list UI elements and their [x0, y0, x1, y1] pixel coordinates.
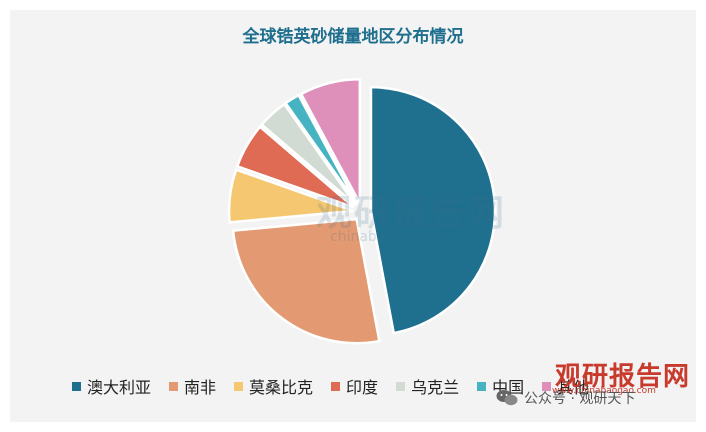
chart-title: 全球锆英砂储量地区分布情况 [242, 27, 464, 47]
legend-item: 莫桑比克 [234, 374, 313, 398]
legend-swatch [169, 381, 179, 391]
legend-label: 乌克兰 [411, 378, 460, 397]
legend-item: 印度 [331, 374, 378, 398]
legend-swatch [477, 381, 487, 391]
pie-slice-1 [369, 85, 497, 335]
pie-slice-5 [260, 102, 357, 207]
legend-swatch [542, 381, 552, 391]
legend-label: 澳大利亚 [87, 378, 152, 397]
legend-label: 莫桑比克 [249, 378, 314, 397]
pie-slice-7 [299, 78, 362, 204]
legend-item: 其他 [542, 374, 589, 398]
legend-label: 南非 [184, 378, 217, 397]
watermark-logo: 观研报告网 [555, 362, 691, 392]
legend-item: 南非 [169, 374, 216, 398]
legend-item: 乌克兰 [396, 374, 459, 398]
legend-swatch [72, 381, 81, 391]
pie-slice-3 [227, 168, 354, 224]
legend-swatch [331, 381, 341, 391]
watermark-url: www.chinabaogao.com [552, 386, 656, 396]
wechat-icon [496, 390, 518, 406]
pie-slice-4 [235, 125, 356, 209]
watermark-center: 观研报告网 [316, 193, 507, 234]
watermark-center-url: chinabaogao.com [330, 229, 455, 245]
pie-slice-2 [231, 217, 381, 345]
legend-label: 印度 [346, 378, 379, 397]
chart-legend: 澳大利亚 南非 莫桑比克 印度 乌克兰 中国 其他 [72, 374, 692, 398]
wechat-watermark: 公众号 · 观研天下 [496, 388, 635, 408]
legend-swatch [396, 381, 406, 391]
wechat-text: 公众号 · 观研天下 [524, 391, 636, 407]
pie-slice-6 [283, 93, 359, 206]
legend-label: 其他 [557, 378, 590, 397]
legend-swatch [234, 381, 244, 391]
legend-item: 澳大利亚 [72, 374, 151, 398]
